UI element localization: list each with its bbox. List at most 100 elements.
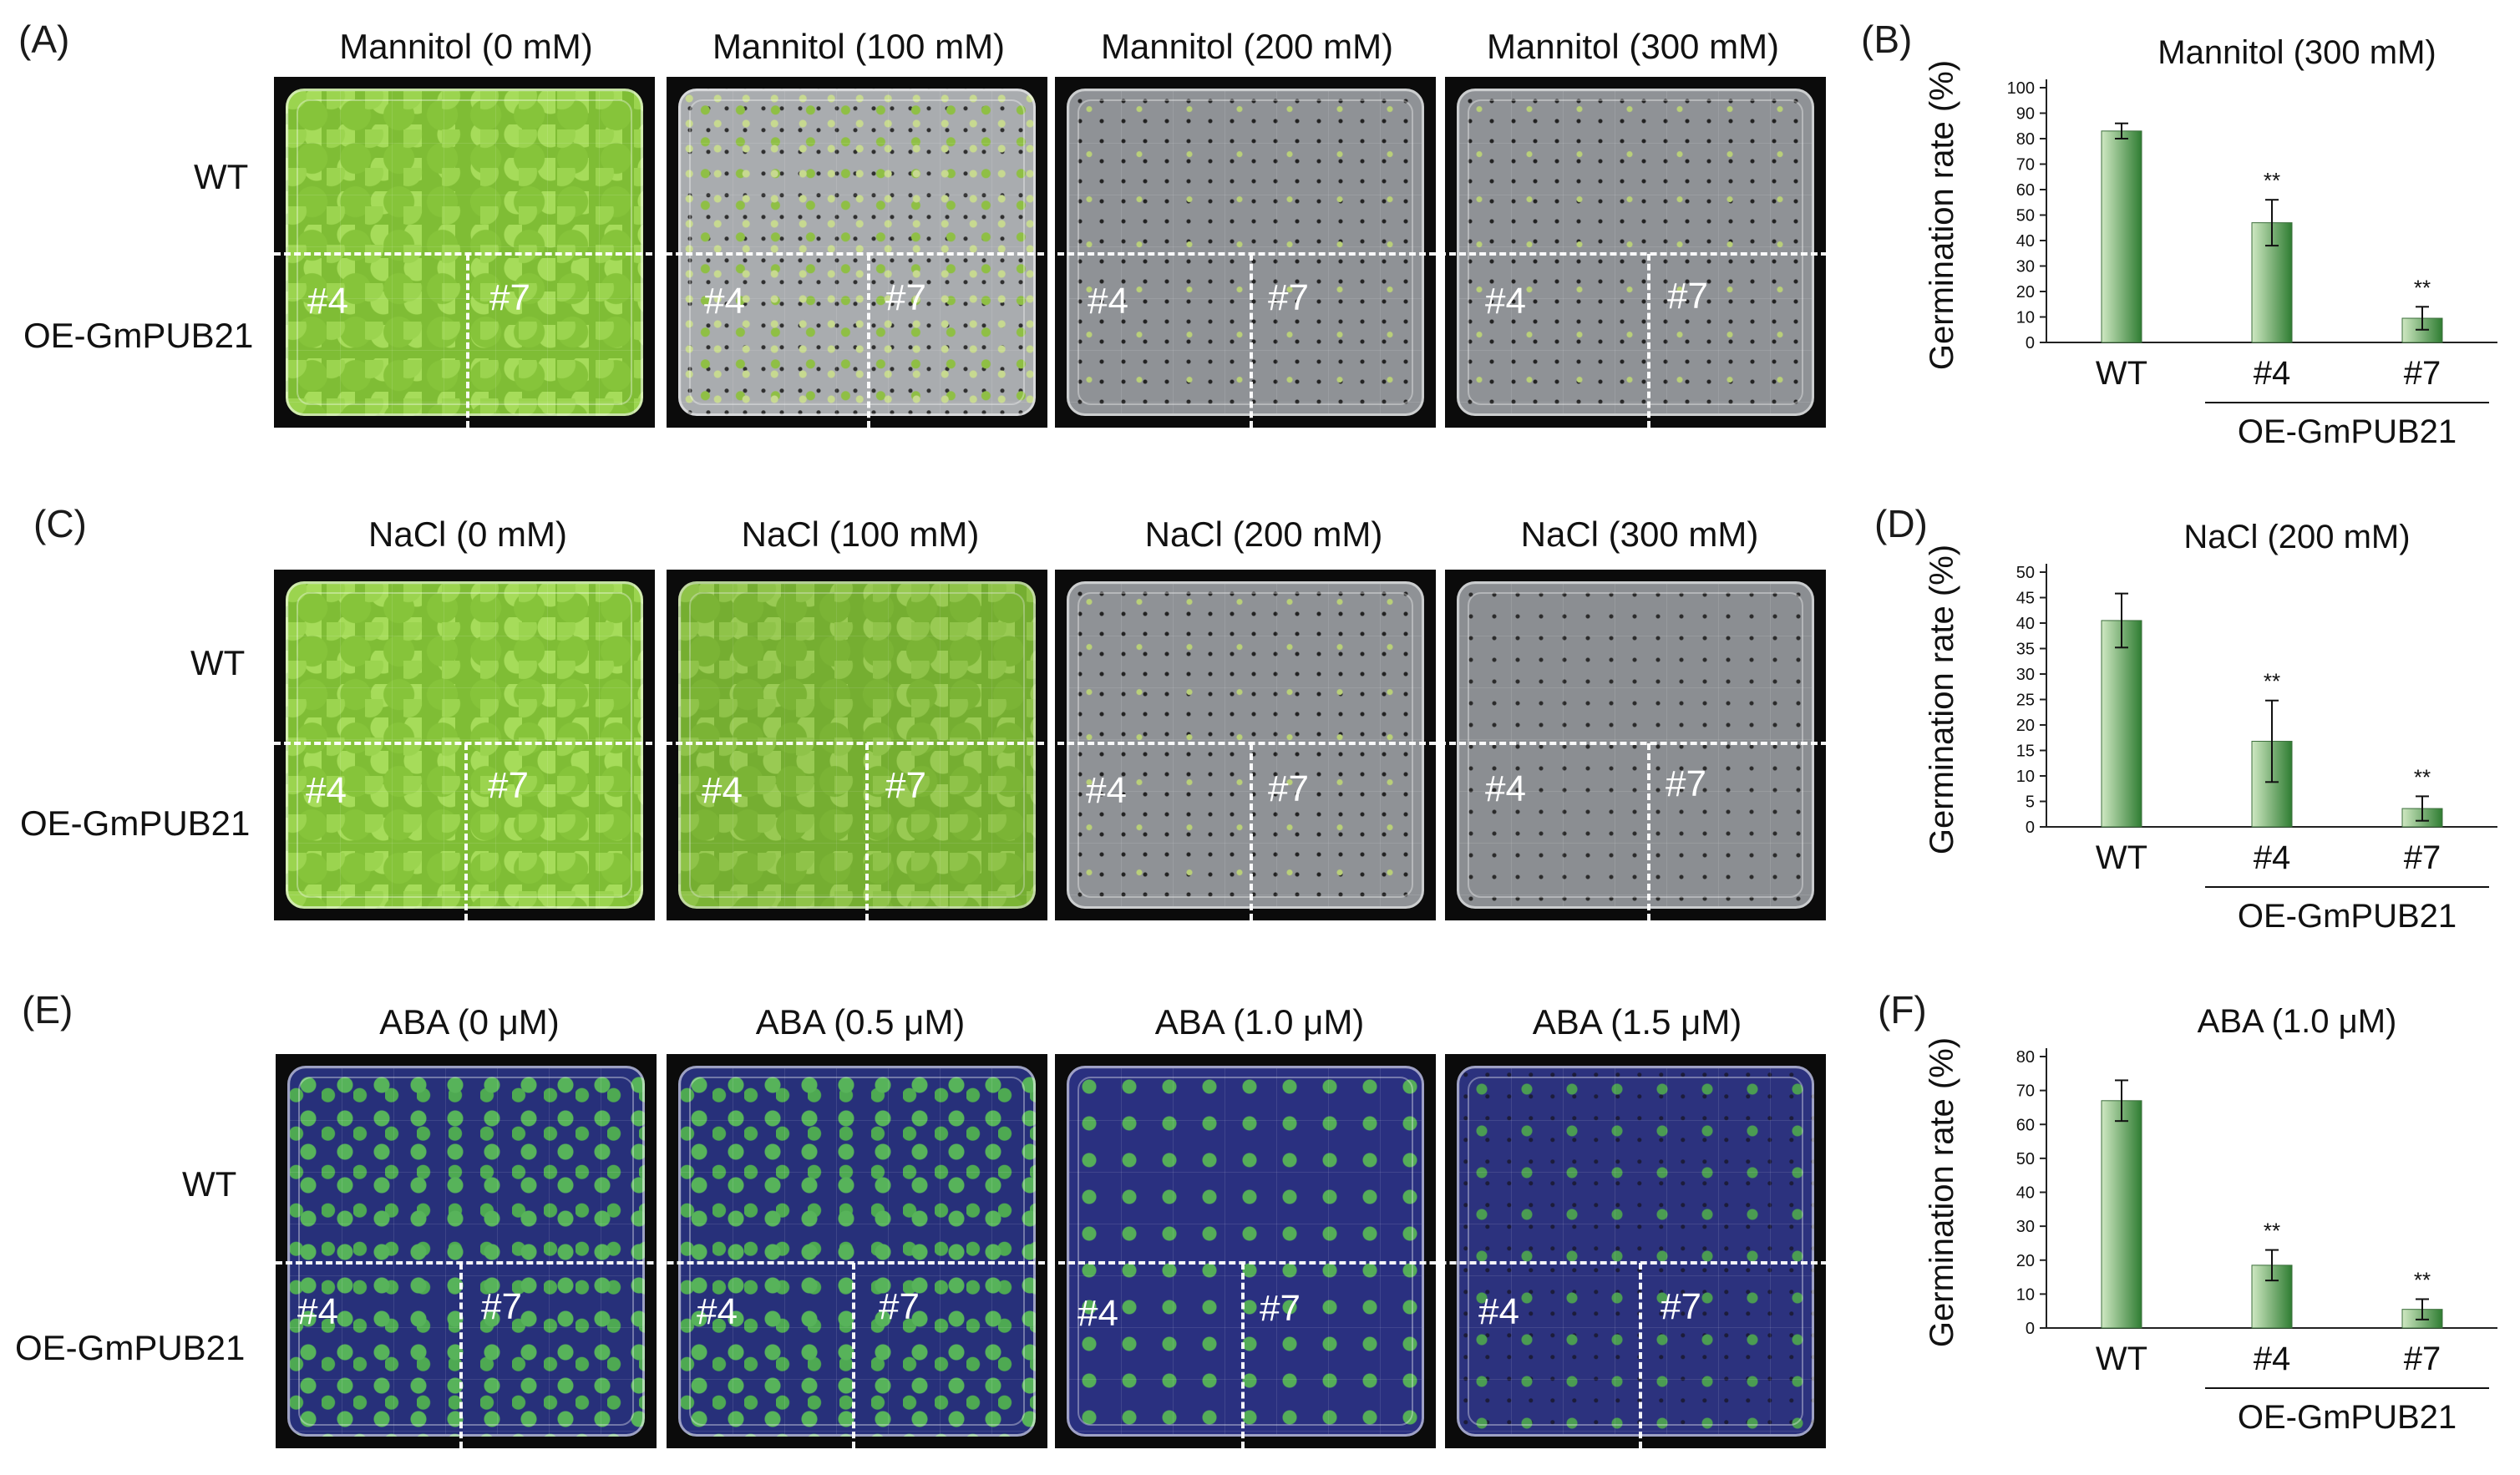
y-tick-label: 10: [2016, 768, 2035, 786]
chart-title: NaCl (200 mM): [2183, 519, 2410, 555]
y-tick-label: 60: [2016, 181, 2035, 200]
row-label-wt: WT: [182, 1164, 237, 1204]
line-label-7: #7: [481, 1286, 522, 1327]
germination-chart-aba: ABA (1.0 μM) Germination rate (%) 0 10 20 30 4…: [1913, 1002, 2514, 1462]
chart-svg: Mannitol (300 mM) Germination rate (%) 0 10…: [1924, 34, 2497, 450]
divider-vertical: [867, 254, 870, 428]
y-tick-label: 40: [2016, 1184, 2035, 1203]
y-tick-label: 10: [2016, 309, 2035, 327]
y-tick-label: 10: [2016, 1285, 2035, 1304]
plate-image: [667, 570, 1047, 920]
line-label-4: #4: [702, 770, 743, 811]
y-tick-label: 25: [2016, 692, 2035, 710]
chart-title: ABA (1.0 μM): [2198, 1003, 2397, 1040]
y-tick-label: 30: [2016, 1218, 2035, 1236]
divider-vertical: [464, 743, 468, 920]
line-label-7: #7: [1661, 1286, 1701, 1327]
y-tick-label: 50: [2016, 1150, 2035, 1168]
line-label-4: #4: [1086, 770, 1127, 811]
line-label-4: #4: [1077, 1293, 1118, 1334]
x-tick-label: WT: [2096, 1341, 2147, 1377]
y-tick-label: 0: [2026, 819, 2035, 837]
y-tick-label: 45: [2016, 590, 2035, 608]
plate-image: [1055, 570, 1436, 920]
chart-title: Mannitol (300 mM): [2157, 34, 2436, 71]
y-tick-label: 40: [2016, 615, 2035, 633]
condition-label: Mannitol (300 mM): [1486, 27, 1780, 66]
group-label: OE-GmPUB21: [2238, 898, 2457, 935]
y-tick-label: 100: [2007, 79, 2035, 98]
divider-vertical: [459, 1263, 463, 1448]
significance-marker: **: [2264, 669, 2280, 694]
line-label-4: #4: [1485, 768, 1526, 809]
line-label-7: #7: [885, 765, 926, 806]
divider-horizontal: [274, 252, 1828, 256]
x-tick-label: #4: [2254, 839, 2291, 876]
line-label-7: #7: [1260, 1288, 1301, 1329]
condition-label: ABA (0 μM): [379, 1002, 560, 1042]
condition-label: Mannitol (200 mM): [1100, 27, 1394, 66]
group-label: OE-GmPUB21: [2238, 413, 2457, 450]
divider-horizontal: [276, 1261, 1828, 1265]
line-label-7: #7: [1268, 768, 1309, 809]
row-label-oe: OE-GmPUB21: [15, 1328, 246, 1367]
y-axis-label: Germination rate (%): [1924, 60, 1960, 370]
bar-0: [2101, 1100, 2142, 1329]
group-label: OE-GmPUB21: [2238, 1399, 2457, 1436]
plate-image: [1445, 1054, 1826, 1448]
line-label-4: #4: [307, 281, 348, 322]
y-tick-label: 35: [2016, 641, 2035, 659]
condition-label: NaCl (200 mM): [1144, 514, 1383, 554]
line-label-7: #7: [1666, 763, 1706, 804]
line-label-4: #4: [306, 770, 347, 811]
divider-vertical: [1241, 1263, 1245, 1448]
chart-svg: NaCl (200 mM) Germination rate (%) 0 5 10 15 2…: [1924, 519, 2497, 935]
y-axis-label: Germination rate (%): [1924, 545, 1960, 854]
line-label-7: #7: [1268, 277, 1309, 318]
y-tick-label: 0: [2026, 334, 2035, 352]
panel-letter-a: (A): [18, 18, 70, 61]
significance-marker: **: [2264, 168, 2280, 193]
line-label-4: #4: [1478, 1291, 1519, 1332]
panel-letter-f: (F): [1878, 988, 1927, 1031]
divider-vertical: [1250, 743, 1253, 920]
line-label-4: #4: [297, 1291, 338, 1332]
x-tick-label: #7: [2404, 355, 2441, 392]
y-tick-label: 80: [2016, 1048, 2035, 1067]
condition-label: Mannitol (0 mM): [339, 27, 593, 66]
row-label-oe: OE-GmPUB21: [20, 803, 251, 843]
plate-image: [1445, 570, 1826, 920]
panel-letter-d: (D): [1874, 502, 1928, 545]
line-label-4: #4: [1088, 281, 1128, 322]
line-label-7: #7: [879, 1286, 920, 1327]
line-label-4: #4: [704, 281, 745, 322]
line-label-7: #7: [885, 277, 926, 318]
y-tick-label: 70: [2016, 1082, 2035, 1101]
y-tick-label: 30: [2016, 666, 2035, 684]
chart-svg: ABA (1.0 μM) Germination rate (%) 0 10 20 30 4…: [1924, 1003, 2497, 1436]
divider-vertical: [1647, 743, 1650, 920]
x-tick-label: WT: [2096, 355, 2147, 392]
divider-vertical: [1250, 254, 1253, 428]
line-label-7: #7: [488, 765, 529, 806]
line-label-7: #7: [1667, 276, 1708, 317]
x-tick-label: #4: [2254, 355, 2291, 392]
y-tick-label: 60: [2016, 1116, 2035, 1134]
plate-image: [276, 1054, 657, 1448]
x-tick-label: #7: [2404, 839, 2441, 876]
y-tick-label: 80: [2016, 130, 2035, 149]
line-label-7: #7: [489, 277, 530, 318]
panel-letter-e: (E): [22, 988, 74, 1031]
y-tick-label: 90: [2016, 105, 2035, 124]
line-label-4: #4: [697, 1291, 738, 1332]
x-tick-label: #4: [2254, 1341, 2291, 1377]
x-tick-label: #7: [2404, 1341, 2441, 1377]
y-tick-label: 50: [2016, 564, 2035, 582]
germination-chart-mannitol: Mannitol (300 mM) Germination rate (%) 0 10…: [1913, 33, 2514, 476]
significance-marker: **: [2264, 1219, 2280, 1244]
significance-marker: **: [2414, 764, 2431, 789]
x-tick-label: WT: [2096, 839, 2147, 876]
y-tick-label: 30: [2016, 258, 2035, 276]
y-tick-label: 15: [2016, 743, 2035, 761]
divider-vertical: [1647, 254, 1650, 428]
